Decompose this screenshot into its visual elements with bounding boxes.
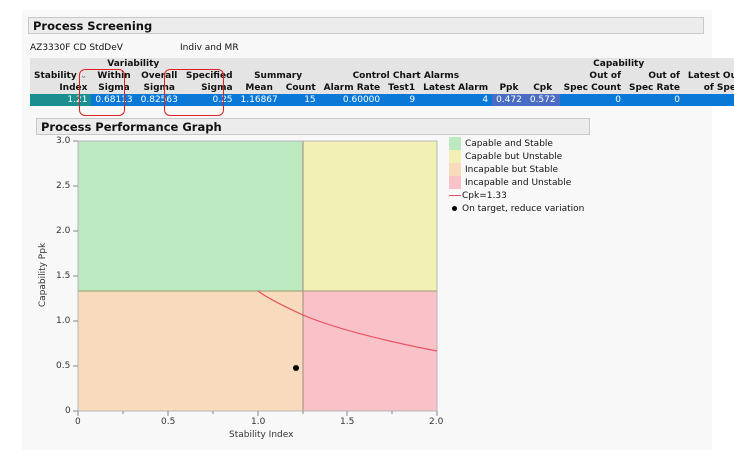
cell-oos-count[interactable]: 0: [559, 94, 626, 106]
section-title: Process Performance Graph: [41, 120, 222, 134]
y-tick: 2.5: [56, 181, 71, 191]
cell-within-sigma[interactable]: 0.68113: [91, 94, 137, 106]
group-variability: Variability: [30, 58, 237, 70]
blank: [319, 58, 493, 70]
annotation-circle-within-sigma: [79, 69, 125, 116]
col-cpk[interactable]: Cpk: [525, 82, 560, 94]
legend-item-dot[interactable]: On target, reduce variation: [449, 202, 584, 215]
process-performance-graph-header[interactable]: Process Performance Graph: [36, 118, 590, 135]
blank: [492, 70, 526, 82]
col-within[interactable]: Within: [91, 70, 137, 82]
col-ppk[interactable]: Ppk: [492, 82, 526, 94]
legend-item[interactable]: Incapable but Stable: [449, 163, 584, 176]
cell-count[interactable]: 15: [281, 94, 320, 106]
y-tick: 3.0: [56, 136, 71, 146]
region-incapable-unstable: [303, 291, 437, 411]
group-summary: Summary: [236, 70, 320, 82]
x-axis-label: Stability Index: [229, 430, 294, 440]
col-latest-alarm[interactable]: Latest Alarm: [419, 82, 493, 94]
cpk-curve: [257, 290, 438, 352]
legend: Capable and Stable Capable but Unstable …: [449, 137, 584, 215]
col-mean[interactable]: Mean: [236, 82, 282, 94]
cell-overall-sigma[interactable]: 0.82563: [136, 94, 182, 106]
region-incapable-stable: [78, 291, 303, 411]
col-latest-oos[interactable]: Latest Out: [683, 70, 734, 82]
cell-alarm-rate[interactable]: 0.60000: [319, 94, 385, 106]
y-tick: 1.0: [56, 316, 71, 326]
section-title: Process Screening: [33, 19, 153, 33]
col-stability[interactable]: Stability ⌄: [30, 70, 92, 82]
col-count[interactable]: Count: [281, 82, 320, 94]
col-stability-2[interactable]: Index: [30, 82, 92, 94]
blank: [236, 58, 320, 70]
y-tick: 2.0: [56, 226, 71, 236]
x-tick: 0.5: [161, 417, 176, 427]
col-test1[interactable]: Test1: [384, 82, 420, 94]
group-alarms: Control Chart Alarms: [319, 70, 493, 82]
legend-item[interactable]: Incapable and Unstable: [449, 176, 584, 189]
legend-item-line[interactable]: Cpk=1.33: [449, 189, 584, 202]
process-screening-header[interactable]: Process Screening: [28, 17, 704, 34]
col-oos-count[interactable]: Out of: [559, 70, 626, 82]
blank: [525, 70, 560, 82]
x-tick: 0: [75, 417, 81, 427]
dot-icon: [452, 206, 457, 211]
y-tick: 0.5: [56, 361, 71, 371]
process-name: AZ3330F CD StdDeV: [30, 43, 123, 53]
col-oos-rate[interactable]: Out of: [625, 70, 684, 82]
cell-latest-oos[interactable]: .: [683, 94, 734, 106]
col-specified-2[interactable]: Sigma: [181, 82, 237, 94]
x-tick: 1.5: [340, 417, 355, 427]
legend-item[interactable]: Capable and Stable: [449, 137, 584, 150]
cell-specified-sigma[interactable]: 0.25: [181, 94, 237, 106]
region-capable-stable: [78, 141, 303, 291]
x-tick: 1.0: [251, 417, 266, 427]
cell-cpk[interactable]: 0.572: [525, 94, 560, 106]
col-oos-rate-2[interactable]: Spec Rate: [625, 82, 684, 94]
region-capable-unstable: [303, 141, 437, 291]
legend-item[interactable]: Capable but Unstable: [449, 150, 584, 163]
y-axis-label: Capability Ppk: [38, 242, 48, 308]
col-within-2[interactable]: Sigma: [91, 82, 137, 94]
col-oos-count-2[interactable]: Spec Count: [559, 82, 626, 94]
cell-mean[interactable]: 1.16867: [236, 94, 282, 106]
y-tick: 0: [65, 406, 71, 416]
annotation-circle-specified-sigma: [164, 69, 224, 116]
x-tick: 2.0: [429, 417, 444, 427]
col-overall[interactable]: Overall: [136, 70, 182, 82]
cell-stability-index[interactable]: 1.21: [30, 94, 92, 106]
chart-type: Indiv and MR: [180, 43, 239, 53]
line-icon: [449, 195, 461, 196]
cell-latest-alarm[interactable]: 4: [419, 94, 493, 106]
cell-ppk[interactable]: 0.472: [492, 94, 526, 106]
cell-test1[interactable]: 9: [384, 94, 420, 106]
data-point: [293, 365, 299, 371]
col-latest-oos-2[interactable]: of Spec: [683, 82, 734, 94]
table-row[interactable]: 1.21 0.68113 0.82563 0.25 1.16867 15 0.6…: [30, 94, 734, 106]
col-alarm-rate[interactable]: Alarm Rate: [319, 82, 385, 94]
cell-oos-rate[interactable]: 0: [625, 94, 684, 106]
col-overall-2[interactable]: Sigma: [136, 82, 182, 94]
y-tick: 1.5: [56, 271, 71, 281]
group-capability: Capability: [492, 58, 734, 70]
